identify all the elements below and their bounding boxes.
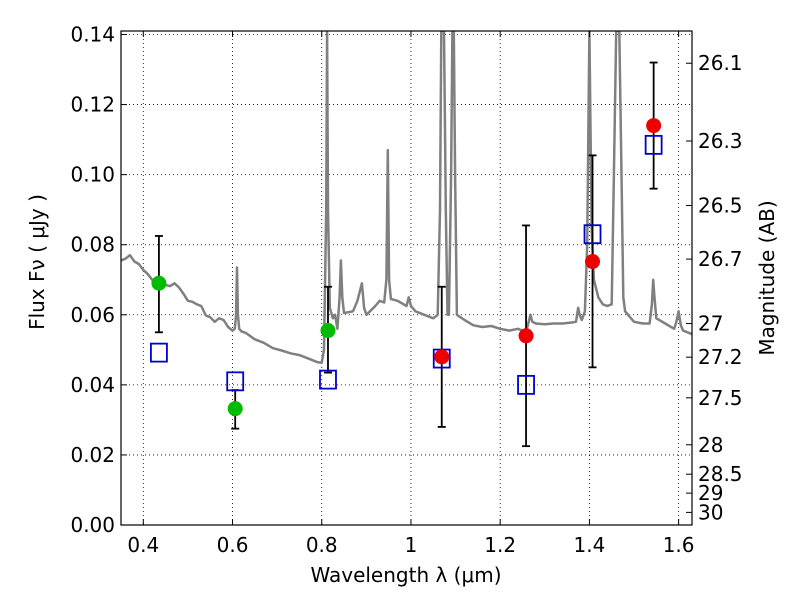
mag-tick-label: 29 bbox=[698, 481, 723, 505]
mag-tick-label: 27.2 bbox=[698, 345, 743, 369]
mag-tick-label: 30 bbox=[698, 500, 723, 524]
model-photometry-marker bbox=[319, 369, 337, 390]
x-tick-label: 1.4 bbox=[573, 533, 605, 557]
observed-flux-marker bbox=[585, 254, 601, 270]
y-tick-label: 0.08 bbox=[70, 233, 115, 257]
mag-tick-label: 28 bbox=[698, 433, 723, 457]
plot-area bbox=[121, 31, 692, 448]
x-tick-label: 1.2 bbox=[484, 533, 516, 557]
model-photometry-marker bbox=[517, 374, 535, 395]
x-axis-title: Wavelength λ (μm) bbox=[310, 563, 501, 587]
model-spectrum-line bbox=[121, 31, 692, 365]
y-tick-label: 0.04 bbox=[70, 373, 115, 397]
y-tick-label: 0.06 bbox=[70, 303, 115, 327]
model-photometry-marker bbox=[583, 224, 602, 245]
observed-flux-marker bbox=[151, 275, 167, 291]
observed-flux-marker bbox=[518, 328, 534, 344]
mag-tick-label: 27 bbox=[698, 312, 723, 336]
y-tick-label: 0.00 bbox=[70, 513, 115, 537]
mag-tick-label: 26.1 bbox=[698, 51, 743, 75]
y-axis-title: Flux Fν ( μJy ) bbox=[25, 194, 49, 330]
model-photometry-marker bbox=[226, 371, 245, 392]
x-tick-label: 1.6 bbox=[663, 533, 695, 557]
grid bbox=[121, 31, 692, 525]
mag-tick-label: 27.5 bbox=[698, 386, 743, 410]
plot-frame bbox=[120, 30, 693, 526]
x-tick-label: 1 bbox=[405, 533, 418, 557]
x-tick-label: 0.4 bbox=[127, 533, 159, 557]
mag-tick-label: 26.7 bbox=[698, 247, 743, 271]
y-tick-label: 0.02 bbox=[70, 443, 115, 467]
y-tick-label: 0.12 bbox=[70, 93, 115, 117]
y-tick-label: 0.14 bbox=[70, 23, 115, 47]
right-axis-title: Magnitude (AB) bbox=[755, 200, 779, 355]
x-tick-label: 0.8 bbox=[306, 533, 338, 557]
observed-flux-marker bbox=[227, 401, 243, 417]
x-tick-label: 0.6 bbox=[217, 533, 249, 557]
axis-ticks: 0.4 0.6 0.8 1 1.2 1.4 1.6 0.00 0.02 0.04 0.06 0.08 0… bbox=[70, 23, 742, 557]
observed-flux-marker bbox=[434, 349, 450, 365]
mag-tick-label: 26.5 bbox=[698, 193, 743, 217]
observed-flux-marker bbox=[320, 323, 336, 339]
model-photometry-marker bbox=[644, 134, 663, 155]
y-tick-label: 0.10 bbox=[70, 163, 115, 187]
model-photometry-marker bbox=[150, 342, 168, 363]
mag-tick-label: 28.5 bbox=[698, 462, 743, 486]
observed-flux-marker bbox=[646, 118, 662, 134]
mag-tick-label: 26.3 bbox=[698, 129, 743, 153]
